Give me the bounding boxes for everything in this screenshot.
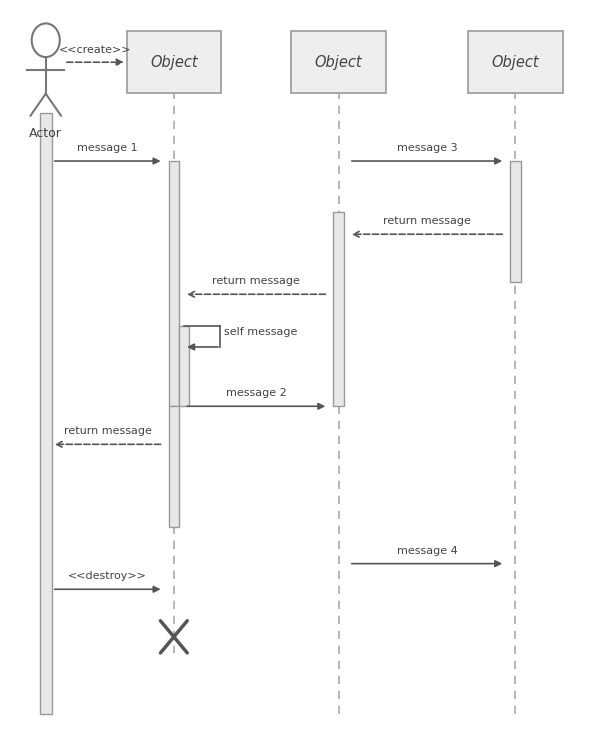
Text: <<destroy>>: <<destroy>> [68, 571, 147, 581]
Bar [40, 113, 52, 714]
Text: message 1: message 1 [77, 143, 138, 153]
Text: Actor: Actor [29, 127, 62, 140]
Text: self message: self message [224, 327, 298, 337]
Bar [159, 653, 189, 717]
Bar [334, 212, 344, 406]
Text: Object: Object [315, 55, 362, 70]
Text: Object: Object [492, 55, 539, 70]
Text: <<create>>: <<create>> [59, 45, 132, 55]
Text: return message: return message [383, 216, 471, 226]
Text: message 4: message 4 [396, 545, 458, 556]
Bar [126, 31, 221, 93]
Bar [292, 31, 386, 93]
Text: message 2: message 2 [226, 388, 287, 398]
Bar [179, 326, 189, 406]
Text: message 3: message 3 [396, 143, 458, 153]
Bar [168, 161, 179, 406]
Text: return message: return message [212, 276, 300, 286]
Bar [168, 406, 179, 527]
Bar [510, 161, 521, 282]
Text: Object: Object [150, 55, 198, 70]
Bar [468, 31, 562, 93]
Text: return message: return message [63, 426, 152, 436]
